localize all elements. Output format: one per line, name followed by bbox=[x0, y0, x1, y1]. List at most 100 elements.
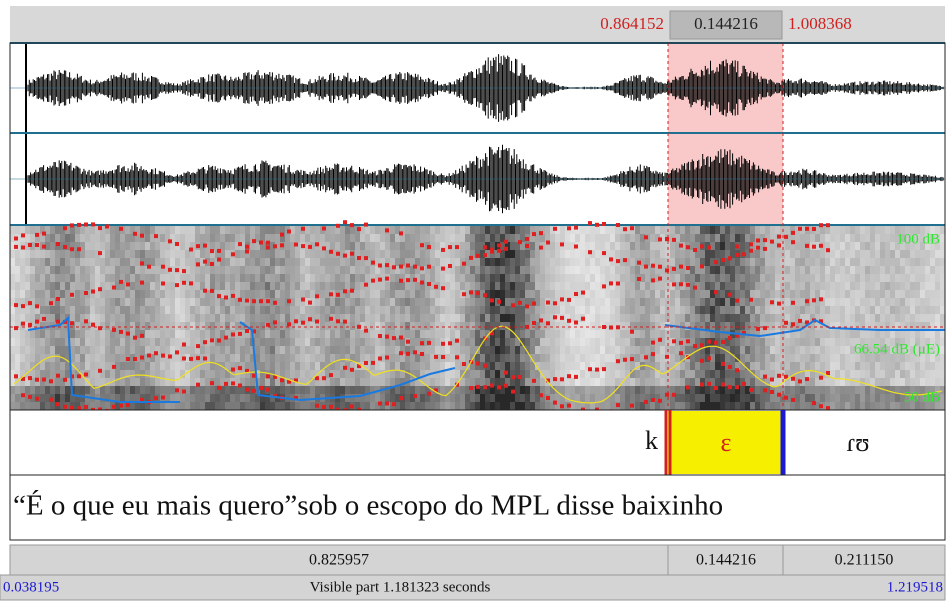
spectrogram-cell bbox=[920, 330, 925, 338]
spectrogram-cell bbox=[290, 266, 295, 274]
spectrogram-cell bbox=[785, 242, 790, 250]
spectrogram-cell bbox=[220, 402, 225, 410]
spectrogram-cell bbox=[635, 242, 640, 250]
formant-dot bbox=[70, 247, 74, 251]
spectrogram-cell bbox=[205, 298, 210, 306]
spectrogram-cell bbox=[850, 298, 855, 306]
spectrogram-cell bbox=[495, 378, 500, 386]
spectrogram-cell bbox=[300, 290, 305, 298]
formant-dot bbox=[385, 263, 389, 267]
spectrogram-cell bbox=[740, 346, 745, 354]
spectrogram-cell bbox=[310, 402, 315, 410]
spectrogram-cell bbox=[285, 282, 290, 290]
spectrogram-cell bbox=[145, 370, 150, 378]
spectrogram-cell bbox=[30, 314, 35, 322]
spectrogram-cell bbox=[760, 226, 765, 234]
spectrogram-cell bbox=[890, 226, 895, 234]
formant-dot bbox=[497, 243, 501, 247]
spectrogram-cell bbox=[730, 234, 735, 242]
spectrogram-cell bbox=[425, 274, 430, 282]
spectrogram-cell bbox=[75, 314, 80, 322]
spectrogram-cell bbox=[590, 338, 595, 346]
spectrogram-cell bbox=[730, 242, 735, 250]
spectrogram-cell bbox=[590, 274, 595, 282]
spectrogram-cell bbox=[800, 282, 805, 290]
formant-dot bbox=[749, 249, 753, 253]
formant-dot bbox=[476, 291, 480, 295]
spectrogram-cell bbox=[20, 258, 25, 266]
spectrogram-cell bbox=[310, 394, 315, 402]
spectrogram-cell bbox=[395, 250, 400, 258]
spectrogram-cell bbox=[295, 354, 300, 362]
spectrogram-cell bbox=[405, 242, 410, 250]
spectrogram-cell bbox=[850, 258, 855, 266]
spectrogram-cell bbox=[845, 354, 850, 362]
spectrogram-cell bbox=[930, 274, 935, 282]
spectrogram-cell bbox=[50, 274, 55, 282]
duration-bar[interactable] bbox=[10, 545, 945, 575]
formant-dot bbox=[84, 291, 88, 295]
formant-dot bbox=[343, 220, 347, 224]
spectrogram-cell bbox=[385, 322, 390, 330]
spectrogram-cell bbox=[390, 282, 395, 290]
spectrogram-cell bbox=[20, 402, 25, 410]
formant-dot bbox=[553, 377, 557, 381]
formant-dot bbox=[91, 323, 95, 327]
spectrogram-cell bbox=[725, 394, 730, 402]
spectrogram-cell bbox=[35, 282, 40, 290]
spectrogram-cell bbox=[330, 258, 335, 266]
spectrogram-cell bbox=[135, 386, 140, 394]
spectrogram-cell bbox=[15, 330, 20, 338]
spectrogram-cell bbox=[785, 386, 790, 394]
spectrogram-cell bbox=[515, 250, 520, 258]
spectrogram-cell bbox=[530, 290, 535, 298]
spectrogram-cell bbox=[125, 234, 130, 242]
spectrogram-cell bbox=[600, 298, 605, 306]
spectrogram-cell bbox=[745, 306, 750, 314]
spectrogram-cell bbox=[170, 282, 175, 290]
spectrogram-cell bbox=[680, 370, 685, 378]
spectrogram-cell bbox=[295, 290, 300, 298]
formant-dot bbox=[357, 256, 361, 260]
spectrogram-cell bbox=[450, 290, 455, 298]
formant-dot bbox=[28, 323, 32, 327]
spectrogram-cell bbox=[140, 346, 145, 354]
spectrogram-cell bbox=[555, 362, 560, 370]
spectrogram-cell bbox=[645, 282, 650, 290]
spectrogram-cell bbox=[600, 242, 605, 250]
spectrogram-cell bbox=[655, 322, 660, 330]
spectrogram-cell bbox=[690, 290, 695, 298]
spectrogram-cell bbox=[885, 306, 890, 314]
spectrogram-cell bbox=[450, 226, 455, 234]
spectrogram-cell bbox=[645, 330, 650, 338]
spectrogram-cell bbox=[465, 298, 470, 306]
spectrogram-cell bbox=[370, 314, 375, 322]
spectrogram-cell bbox=[225, 346, 230, 354]
tier-1[interactable] bbox=[10, 410, 945, 475]
spectrogram-cell bbox=[730, 282, 735, 290]
spectrogram-cell bbox=[170, 378, 175, 386]
formant-dot bbox=[49, 379, 53, 383]
spectrogram-cell bbox=[430, 330, 435, 338]
spectrogram-cell bbox=[440, 290, 445, 298]
spectrogram-cell bbox=[615, 330, 620, 338]
spectrogram-cell bbox=[625, 298, 630, 306]
spectrogram-cell bbox=[685, 290, 690, 298]
spectrogram-cell bbox=[160, 330, 165, 338]
formant-dot bbox=[98, 369, 102, 373]
spectrogram-cell bbox=[735, 258, 740, 266]
spectrogram-cell bbox=[875, 314, 880, 322]
spectrogram-cell bbox=[435, 290, 440, 298]
spectrogram-cell bbox=[745, 282, 750, 290]
spectrogram-cell bbox=[395, 370, 400, 378]
spectrogram-cell bbox=[85, 386, 90, 394]
spectrogram-cell bbox=[255, 306, 260, 314]
spectrogram-cell bbox=[170, 258, 175, 266]
formant-dot bbox=[308, 301, 312, 305]
spectrogram-cell bbox=[245, 234, 250, 242]
spectrogram-cell bbox=[270, 346, 275, 354]
spectrogram-cell bbox=[10, 266, 15, 274]
spectrogram-cell bbox=[455, 258, 460, 266]
spectrogram-cell bbox=[230, 274, 235, 282]
spectrogram-cell bbox=[60, 362, 65, 370]
